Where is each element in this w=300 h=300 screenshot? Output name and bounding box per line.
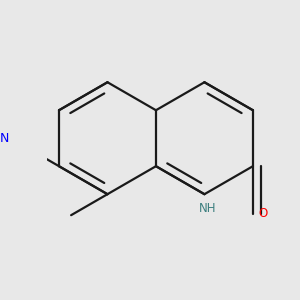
Text: O: O — [259, 207, 268, 220]
Text: NH: NH — [199, 202, 216, 215]
Text: N: N — [0, 132, 10, 145]
